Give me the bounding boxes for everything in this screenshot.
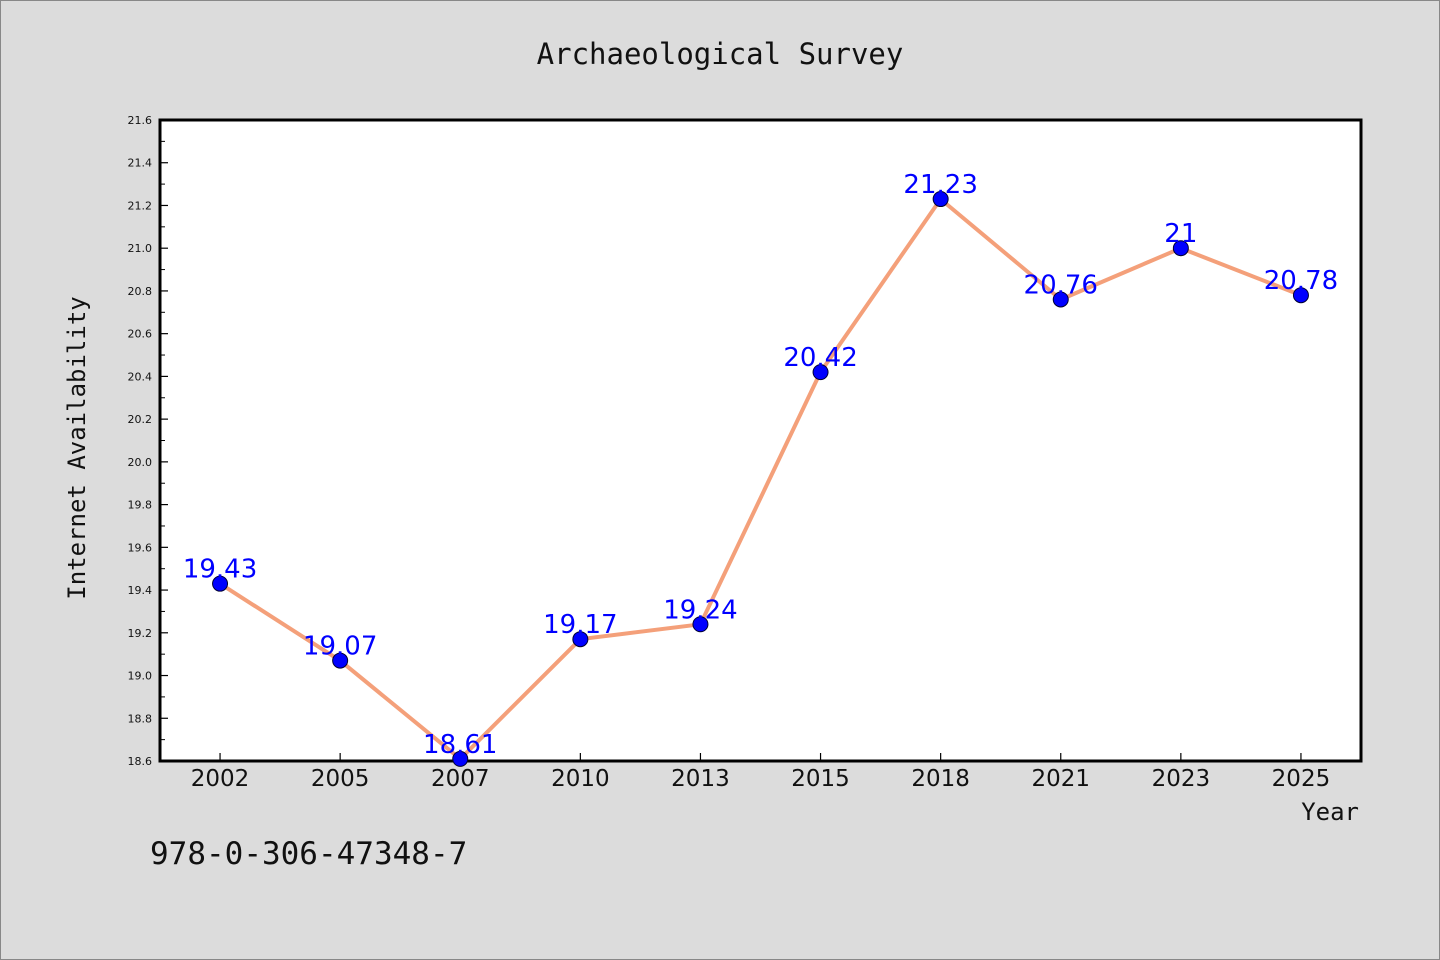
chart-title: Archaeological Survey: [537, 37, 904, 71]
data-label: 20.78: [1264, 266, 1338, 296]
data-point: [572, 631, 589, 648]
data-point: [452, 750, 469, 767]
footnote-isbn: 978-0-306-47348-7: [150, 836, 467, 872]
x-tick-label: 2025: [1272, 766, 1331, 792]
data-label: 19.24: [663, 595, 737, 625]
y-tick-label: 19.0: [128, 670, 153, 683]
x-tick-label: 2007: [431, 766, 490, 792]
y-axis-title: Internet Availability: [63, 296, 91, 599]
x-tick-label: 2005: [311, 766, 370, 792]
x-tick-label: 2015: [791, 766, 850, 792]
y-tick-label: 20.0: [128, 456, 153, 469]
y-tick-label: 20.2: [128, 413, 153, 426]
y-tick-label: 21.0: [128, 242, 153, 255]
data-label: 20.42: [783, 343, 857, 373]
y-tick-label: 19.8: [128, 499, 153, 512]
data-label: 21: [1164, 219, 1197, 249]
x-tick-label: 2018: [911, 766, 970, 792]
data-point: [1292, 287, 1309, 304]
data-point: [1172, 240, 1189, 257]
data-label: 19.07: [303, 632, 377, 662]
y-axis: 18.6 18.8 19.0 19.2 19.4 19.6 19.8 20.0 20.2 20.4…: [128, 114, 168, 768]
plot-area: [158, 118, 1363, 763]
data-labels: 19.43 19.07 18.61 19.17 19.24 20.42 21.23 20.76…: [183, 170, 1338, 760]
data-point: [932, 191, 949, 208]
y-tick-label: 18.6: [128, 755, 153, 768]
data-markers: [212, 191, 1309, 767]
data-label: 19.43: [183, 555, 257, 585]
data-point: [212, 575, 229, 592]
data-point: [812, 364, 829, 381]
y-tick-label: 21.4: [128, 157, 153, 170]
y-tick-label: 20.6: [128, 328, 153, 341]
y-tick-label: 19.4: [128, 584, 153, 597]
y-tick-label: 20.8: [128, 285, 153, 298]
data-point: [1052, 291, 1069, 308]
data-point: [692, 616, 709, 633]
data-label: 19.17: [543, 610, 617, 640]
x-axis: 2002 2005 2007 2010 2013 2015 2018 2021 2023 2025: [191, 753, 1330, 792]
x-axis-title: Year: [1301, 798, 1359, 826]
x-tick-label: 2010: [551, 766, 610, 792]
y-tick-label: 19.2: [128, 627, 153, 640]
data-point: [332, 652, 349, 669]
x-tick-label: 2002: [191, 766, 250, 792]
y-tick-label: 20.4: [128, 370, 153, 383]
y-tick-label: 21.2: [128, 199, 153, 212]
y-tick-label: 19.6: [128, 541, 153, 554]
series-line: [218, 197, 1303, 761]
data-label: 20.76: [1024, 270, 1098, 300]
y-tick-label: 21.6: [128, 114, 153, 127]
data-label: 21.23: [903, 170, 977, 200]
data-label: 18.61: [423, 730, 497, 760]
x-tick-label: 2013: [671, 766, 730, 792]
x-tick-label: 2021: [1031, 766, 1090, 792]
x-tick-label: 2023: [1152, 766, 1211, 792]
y-tick-label: 18.8: [128, 712, 153, 725]
